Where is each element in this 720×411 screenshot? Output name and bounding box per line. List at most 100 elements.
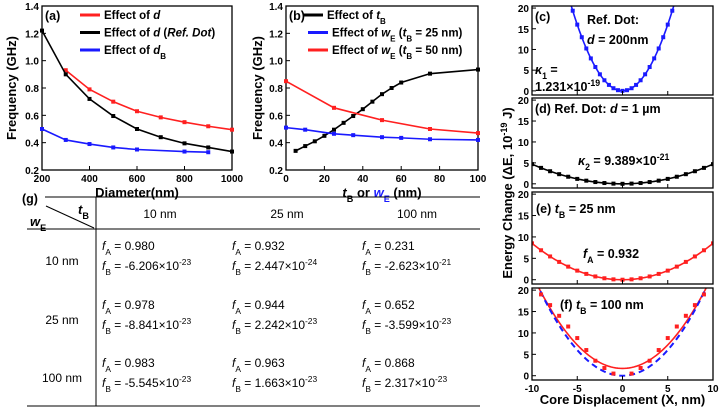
data-point [476, 137, 480, 142]
data-point [303, 127, 308, 132]
plot-frame-d [531, 97, 714, 189]
column-label: 10 nm [143, 207, 176, 221]
data-point [683, 313, 688, 318]
text-run: = [371, 239, 385, 253]
data-point [428, 137, 432, 142]
data-point [370, 99, 375, 104]
annotation: κ1 = [535, 63, 558, 81]
data-point [692, 169, 697, 174]
text-run: = 0.932 [594, 247, 640, 261]
fA-value: fA = 0.652 [362, 298, 415, 316]
text-run: B [365, 326, 371, 336]
data-point [638, 78, 643, 83]
plot-frame-f [531, 287, 714, 381]
fB-value: fB = 1.663×10-23 [232, 374, 317, 394]
fB-mantissa: -8.841×10 [125, 318, 180, 332]
text-run: f [102, 356, 107, 370]
data-point [629, 181, 634, 186]
row-label: 10 nm [45, 254, 78, 268]
text-run: = [111, 376, 125, 390]
text-run: f [102, 298, 107, 312]
data-point [625, 88, 630, 93]
data-point [111, 114, 116, 119]
y-tick-label: 1.0 [269, 57, 283, 68]
text-run: Effect of [332, 28, 381, 40]
data-point [611, 86, 616, 91]
y-tick-label: 0.4 [25, 139, 39, 150]
data-point [584, 348, 589, 353]
fA-number: 0.231 [385, 239, 415, 253]
fA-number: 0.978 [125, 298, 155, 312]
data-point [182, 141, 187, 146]
text-run: t [403, 28, 408, 40]
y-tick-label: 0.8 [269, 84, 283, 95]
y-tick-label: 1.0 [25, 57, 39, 68]
fB-exponent: -23 [439, 316, 451, 326]
text-run: A [365, 364, 371, 374]
fA-number: 0.868 [385, 356, 415, 370]
data-point [399, 135, 404, 140]
text-run: Effect of [104, 45, 153, 57]
data-point [701, 292, 706, 297]
text-run: B [160, 52, 166, 61]
text-run: = [547, 63, 558, 77]
y-axis-label: Frequency (GHz) [250, 36, 265, 140]
data-point [629, 371, 634, 376]
fA-number: 0.944 [255, 298, 285, 312]
data-point [670, 8, 675, 13]
text-run: E [40, 223, 46, 233]
data-point [656, 178, 661, 183]
series-line [285, 126, 479, 141]
text-run: d [153, 28, 161, 40]
text-run: A [235, 364, 241, 374]
data-point [182, 149, 187, 154]
text-run: f [362, 356, 367, 370]
data-point [539, 248, 544, 253]
text-run: J) [500, 107, 515, 122]
y-tick-label: 0 [523, 180, 529, 191]
text-run: f [102, 318, 107, 332]
text-run: or [353, 185, 373, 200]
text-run: d [587, 33, 595, 47]
data-point [206, 124, 211, 129]
y-axis-label: Frequency (GHz) [4, 36, 19, 140]
data-point [548, 169, 553, 174]
text-run: = [111, 318, 125, 332]
column-label: 25 nm [270, 207, 303, 221]
legend-label: Effect of d (Ref. Dot) [104, 28, 215, 40]
data-point [638, 276, 643, 281]
fB-mantissa: 2.317×10 [385, 376, 436, 390]
text-run: t [342, 185, 347, 200]
fB-mantissa: -3.599×10 [385, 318, 440, 332]
fB-mantissa: 1.663×10 [255, 376, 306, 390]
text-run: E [384, 194, 390, 204]
y-tick-label: 0 [523, 87, 529, 98]
panel-label: (a) [45, 9, 60, 23]
data-point [380, 135, 384, 140]
text-run: Ref. Dot [167, 28, 212, 40]
y-tick-label: 10 [518, 138, 530, 149]
x-tick-label: 0 [283, 174, 289, 185]
text-run: B [347, 194, 354, 204]
data-point [643, 72, 648, 77]
data-point [665, 22, 670, 27]
x-tick-label: 1000 [221, 174, 244, 185]
data-point [611, 371, 616, 376]
data-point [683, 259, 688, 264]
text-run: A [105, 364, 111, 374]
data-point [665, 176, 670, 181]
data-point [575, 176, 580, 181]
text-run: = [371, 318, 385, 332]
fB-exponent: -23 [179, 316, 191, 326]
data-point [360, 107, 365, 112]
legend-label: Effect of d [104, 10, 161, 22]
text-run: (c) [535, 10, 550, 24]
column-label: 100 nm [397, 207, 437, 221]
x-tick-label: 60 [396, 174, 408, 185]
data-point [158, 135, 163, 140]
y-tick-label: 5 [523, 159, 529, 170]
fB-exponent: -23 [305, 316, 317, 326]
data-point [570, 8, 575, 13]
data-point [674, 324, 679, 329]
text-run: f [102, 376, 107, 390]
